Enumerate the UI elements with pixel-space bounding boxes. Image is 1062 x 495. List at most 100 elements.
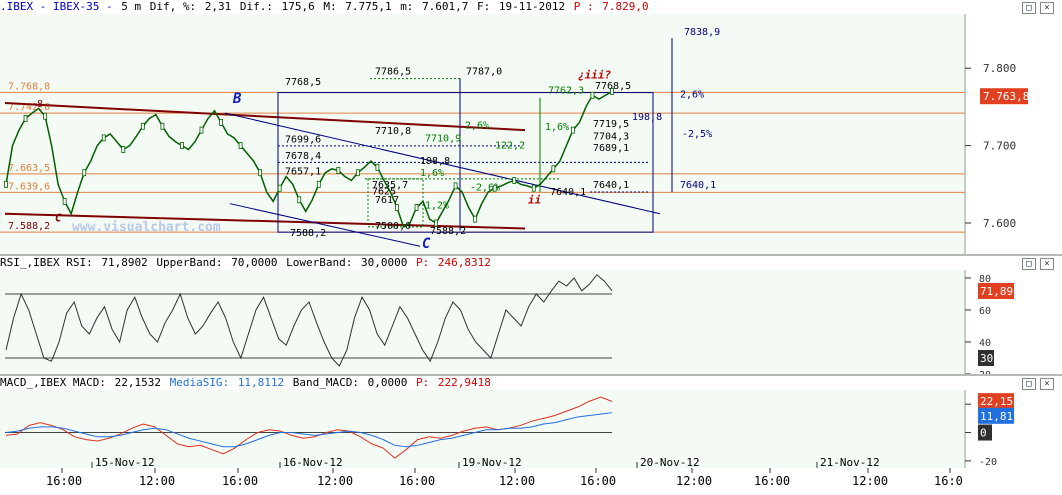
price-label: P : (573, 0, 594, 13)
macd-close-button[interactable]: × (1040, 378, 1054, 390)
rsi-upper: 70,0000 (231, 256, 278, 269)
price-candle (101, 134, 106, 142)
price-candle (277, 184, 282, 192)
time-tick-label: 16:00 (580, 474, 616, 488)
level-label: 7.663,5 (8, 163, 50, 174)
channel-label: 8 (37, 99, 43, 110)
rsi-p: 246,8312 (437, 256, 491, 269)
date-tick-label: 20-Nov-12 (640, 456, 700, 469)
price-candle (23, 115, 28, 122)
min-label: m: (400, 0, 414, 13)
price-candle (180, 142, 184, 150)
dif-pct: 2,31 (204, 0, 232, 13)
rsi-upper-label: UpperBand: (156, 256, 223, 269)
macd-p: 222,9418 (437, 376, 491, 389)
price-candle (453, 182, 458, 190)
price-candle (4, 180, 8, 188)
price-candle (316, 180, 321, 188)
rsi-maximize-button[interactable]: □ (1022, 258, 1036, 270)
fib-label: 2,6% (680, 90, 704, 101)
time-tick-label: 16:00 (754, 474, 790, 488)
price-chart: 7.800 7.700 7.600 7.768,8 7.742,0 7.663,5 7.63… (0, 14, 1062, 254)
wave-label: ii (528, 194, 541, 207)
fib-label: 198,8 (420, 156, 450, 167)
watermark: www.visualchart.com (72, 220, 221, 235)
fib-label: 7617 (375, 195, 399, 206)
pane-divider-2[interactable] (0, 374, 1062, 376)
rsi-band-value: 30 (980, 352, 993, 365)
level-label: 7.768,8 (8, 81, 50, 92)
fib-label: 7640,1 (680, 180, 716, 191)
price-candle (590, 91, 595, 99)
pane-divider[interactable] (0, 254, 1062, 256)
rsi-name: RSI_,IBEX RSI: (0, 256, 93, 269)
fib-label: 7838,9 (684, 27, 720, 38)
y-tick-label: 7.700 (983, 140, 1016, 153)
price-candle (610, 88, 614, 95)
macd-band: 0,0000 (367, 376, 408, 389)
price-value: 7.829,0 (602, 0, 649, 13)
rsi-close-button[interactable]: × (1040, 258, 1054, 270)
date-tick-label: 21-Nov-12 (820, 456, 880, 469)
level-label: 7.639,6 (8, 181, 50, 192)
price-candle (160, 122, 165, 130)
rsi-badge (978, 282, 1014, 299)
wave-label: B (232, 91, 242, 107)
fib-label: 7640,1 (550, 187, 586, 198)
last-price-badge (980, 88, 1028, 105)
macd-badge-value: 0 (980, 427, 987, 440)
macd-badge-value: 22,15 (980, 395, 1013, 408)
price-candle (297, 196, 302, 204)
fib-box-green (367, 178, 424, 228)
fib-label: 7704,3 (593, 131, 629, 142)
fib-label: 7657,1 (285, 166, 321, 177)
channel-lower (4, 212, 526, 230)
rsi-header: RSI_,IBEX RSI: 71,8902 UpperBand: 70,000… (0, 256, 493, 270)
wave-label: C (422, 236, 431, 252)
wave-label: C (55, 211, 62, 224)
fib-label: 7768,5 (595, 81, 631, 92)
macd-chart: 200-2022,1511,81016:0015-Nov-1212:0016:0… (0, 390, 1062, 495)
fib-label: 7710,9 (425, 134, 461, 145)
price-candle (512, 177, 517, 184)
time-axis-background (0, 468, 1062, 495)
fib-label: 7768,5 (285, 77, 321, 88)
fib-label: 7689,1 (593, 143, 629, 154)
min-value: 7.601,7 (422, 0, 469, 13)
price-candle (571, 126, 575, 134)
dif-label2: Dif.: (239, 0, 273, 13)
price-candle (355, 169, 360, 177)
wave-label: ¿iii? (578, 68, 611, 81)
macd-sig-label: MediaSIG: (169, 376, 230, 389)
price-candle (82, 169, 87, 177)
macd-badge (978, 424, 992, 441)
rsi-tick-label: 40 (979, 338, 991, 349)
macd-maximize-button[interactable]: □ (1022, 378, 1036, 390)
trend-line (229, 203, 421, 247)
fib-label: 7500,0 (375, 221, 411, 232)
time-tick-label: 12:00 (499, 474, 535, 488)
price-candle (531, 184, 536, 192)
price-header: .IBEX - IBEX-35 - 5 m Dif, %: 2,31 Dif.:… (0, 0, 651, 14)
rsi-background (0, 270, 965, 374)
last-price-value: 7.763,8 (983, 90, 1029, 103)
macd-badge (978, 407, 1014, 424)
rsi-series (5, 274, 613, 367)
price-candle (414, 204, 419, 211)
time-tick-label: 12:00 (852, 474, 888, 488)
macd-value: 22,1532 (114, 376, 161, 389)
date-tick-label: 15-Nov-12 (95, 456, 155, 469)
fib-label: 122,2 (495, 141, 525, 152)
channel-upper (4, 102, 526, 132)
time-tick-label: 12:00 (139, 474, 175, 488)
fib-label: -2,6% (470, 183, 500, 194)
price-candle (258, 169, 263, 177)
close-button[interactable]: × (1040, 2, 1054, 14)
macd-badge (978, 393, 1014, 410)
max-label: M: (323, 0, 337, 13)
price-candle (473, 215, 478, 223)
macd-tick-label: -20 (979, 457, 997, 468)
fib-label: 7635,7 (372, 180, 408, 191)
maximize-button[interactable]: □ (1022, 2, 1036, 14)
